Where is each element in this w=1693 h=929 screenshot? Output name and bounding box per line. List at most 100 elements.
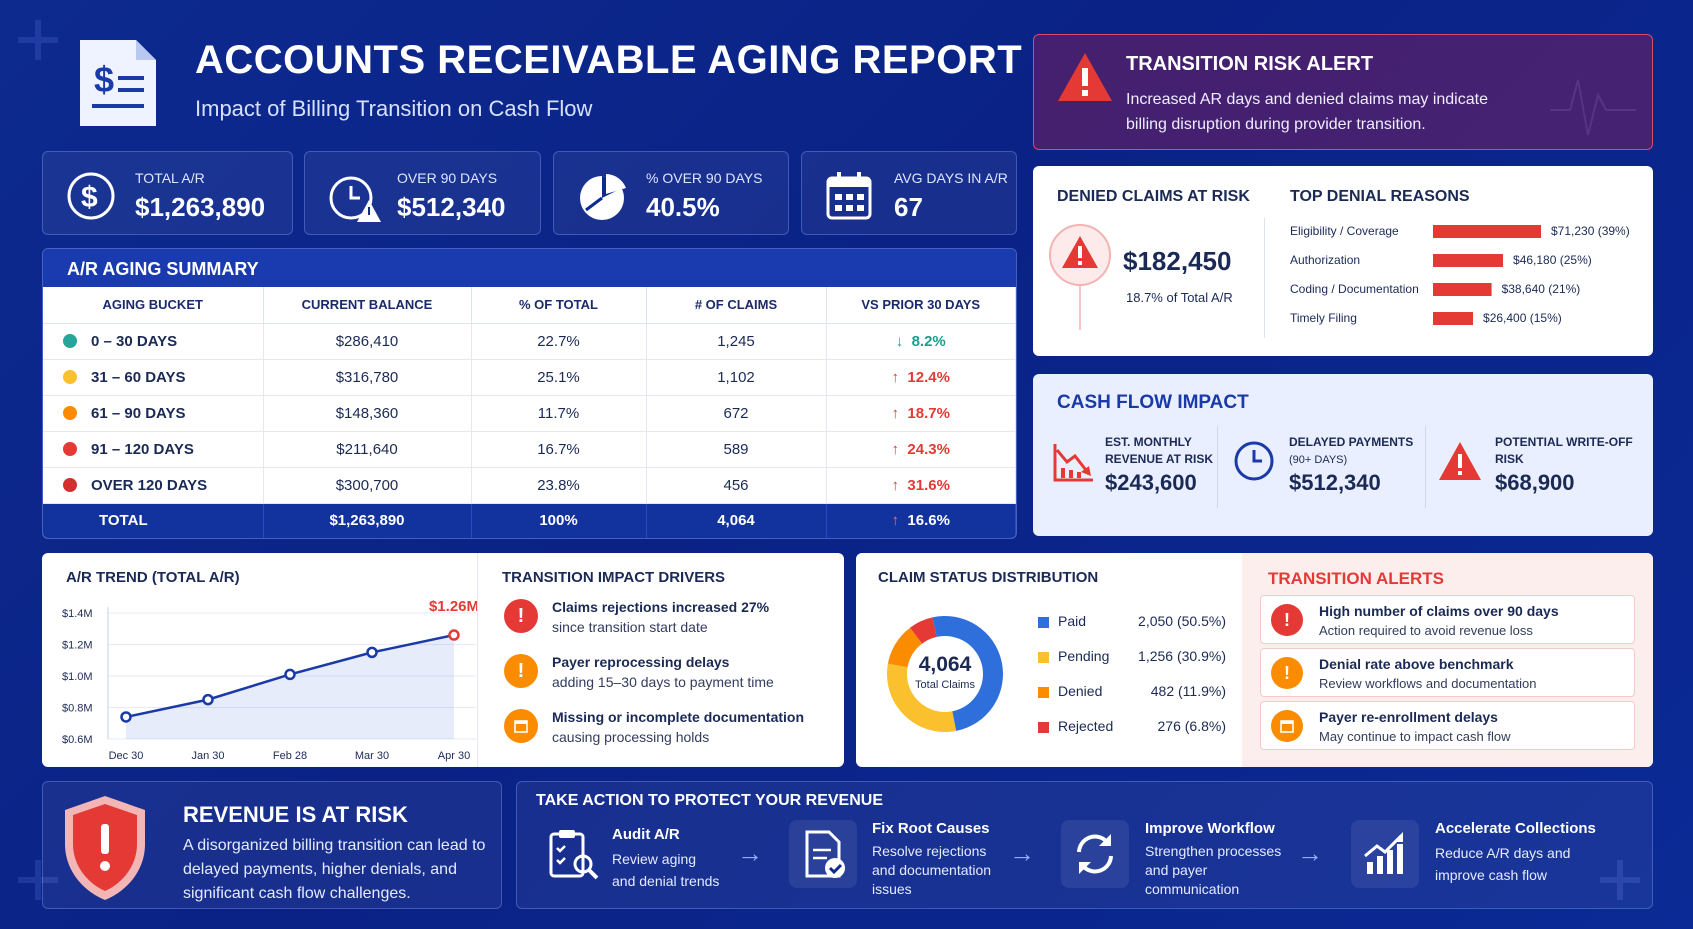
revenue-at-risk-panel: REVENUE IS AT RISK A disorganized billin… xyxy=(42,781,502,909)
aging-title: A/R AGING SUMMARY xyxy=(43,249,1016,287)
bucket-dot xyxy=(63,369,77,384)
bucket-cell: 0 – 30 DAYS xyxy=(43,323,264,360)
change-cell: ↑ 18.7% xyxy=(826,395,1016,432)
driver-sub: since transition start date xyxy=(552,619,708,635)
y-tick-label: $1.2M xyxy=(62,640,93,652)
bar-category: Timely Filing xyxy=(1290,311,1357,325)
page-subtitle: Impact of Billing Transition on Cash Flo… xyxy=(195,96,593,121)
bucket-cell: OVER 120 DAYS xyxy=(43,467,264,504)
legend-swatch xyxy=(1038,617,1049,628)
action-title: Accelerate Collections xyxy=(1435,820,1596,837)
trend-point xyxy=(366,646,378,659)
alert-item: ! High number of claims over 90 days Act… xyxy=(1260,595,1635,644)
claims-cell: 589 xyxy=(646,431,827,468)
column-header: # OF CLAIMS xyxy=(646,287,827,324)
cashflow-value: $243,600 xyxy=(1105,470,1197,495)
arrow-down-icon: ↓ xyxy=(895,332,904,350)
driver-title: Payer reprocessing delays xyxy=(552,654,730,670)
pct-cell: 11.7% xyxy=(471,395,647,432)
cashflow-label: EST. MONTHLY REVENUE AT RISK xyxy=(1105,435,1214,466)
denial-reasons-title: TOP DENIAL REASONS xyxy=(1290,188,1470,205)
alert-item-title: Payer re-enrollment delays xyxy=(1319,709,1498,725)
table-row: 91 – 120 DAYS $211,640 16.7% 589 ↑ 24.3% xyxy=(43,431,1016,468)
bar-category: Coding / Documentation xyxy=(1290,282,1419,296)
alert-message: Increased AR days and denied claims may … xyxy=(1126,91,1488,133)
clock-alert-icon xyxy=(329,176,381,222)
total-row: TOTAL $1,263,890 100% 4,064 ↑ 16.6% xyxy=(43,503,1016,538)
action-title: Fix Root Causes xyxy=(872,820,990,837)
alert-item-sub: Review workflows and documentation xyxy=(1319,676,1537,691)
bar-category: Authorization xyxy=(1290,253,1360,267)
svg-text:$: $ xyxy=(94,59,114,100)
cashflow-value: $68,900 xyxy=(1495,470,1575,495)
bucket-dot xyxy=(63,477,77,492)
arrow-up-icon: ↑ xyxy=(891,368,900,386)
calendar-icon xyxy=(1271,710,1303,742)
balance-cell: $286,410 xyxy=(263,323,472,360)
total-label: TOTAL xyxy=(43,503,264,538)
legend-label: Pending xyxy=(1058,648,1110,664)
legend-swatch xyxy=(1038,652,1049,663)
legend-swatch xyxy=(1038,687,1049,698)
x-tick-label: Feb 28 xyxy=(273,750,307,762)
total-change: ↑ 16.6% xyxy=(826,503,1016,538)
growth-chart-icon xyxy=(1351,820,1419,888)
claim-status-panel: CLAIM STATUS DISTRIBUTION 4,064 Total Cl… xyxy=(856,553,1653,767)
total-balance: $1,263,890 xyxy=(263,503,472,538)
alert-icon: ! xyxy=(1271,657,1303,689)
donut-slice xyxy=(887,663,957,732)
trend-annotation: $1.26M xyxy=(429,598,479,615)
transition-risk-alert: TRANSITION RISK ALERT Increased AR days … xyxy=(1033,34,1653,150)
driver-sub: causing processing holds xyxy=(552,729,710,745)
clock-icon xyxy=(1234,441,1274,481)
calendar-icon xyxy=(826,172,872,220)
bar-label: $26,400 (15%) xyxy=(1483,311,1562,325)
cashflow-value: $512,340 xyxy=(1289,470,1381,495)
clipboard-search-icon xyxy=(549,830,599,880)
alert-item-sub: Action required to avoid revenue loss xyxy=(1319,623,1533,638)
claims-title: CLAIM STATUS DISTRIBUTION xyxy=(878,569,1099,586)
donut-slice xyxy=(887,627,923,668)
action-desc: Strengthen processes and payer communicati… xyxy=(1145,843,1282,897)
refresh-icon xyxy=(1061,820,1129,888)
kpi-label: TOTAL A/R xyxy=(135,170,205,186)
arrow-up-icon: ↑ xyxy=(891,404,900,422)
cash-flow-impact-panel: CASH FLOW IMPACT EST. MONTHLY REVENUE AT … xyxy=(1033,374,1653,536)
table-row: OVER 120 DAYS $300,700 23.8% 456 ↑ 31.6% xyxy=(43,467,1016,504)
balance-cell: $316,780 xyxy=(263,359,472,396)
legend-value: 276 (6.8%) xyxy=(1157,718,1226,734)
trend-title: A/R TREND (TOTAL A/R) xyxy=(66,569,240,586)
cashflow-label: POTENTIAL WRITE-OFF RISK xyxy=(1495,435,1633,466)
claims-cell: 1,102 xyxy=(646,359,827,396)
alert-icon: ! xyxy=(1271,604,1303,636)
pct-cell: 23.8% xyxy=(471,467,647,504)
invoice-dollar-icon: $ xyxy=(80,40,156,126)
aging-summary-table: A/R AGING SUMMARY AGING BUCKET CURRENT B… xyxy=(42,248,1017,539)
action-desc: Review aging and denial trends xyxy=(612,851,720,889)
driver-title: Missing or incomplete documentation xyxy=(552,709,805,725)
balance-cell: $300,700 xyxy=(263,467,472,504)
x-tick-label: Mar 30 xyxy=(355,750,389,762)
y-tick-label: $0.8M xyxy=(62,703,93,715)
action-title: Audit A/R xyxy=(612,826,680,843)
legend-label: Paid xyxy=(1058,613,1087,629)
action-title: Improve Workflow xyxy=(1145,820,1275,837)
bar-category: Eligibility / Coverage xyxy=(1290,224,1399,238)
kpi-label: % OVER 90 DAYS xyxy=(646,170,763,186)
talerts-title: TRANSITION ALERTS xyxy=(1268,569,1444,588)
warning-icon xyxy=(1058,53,1112,101)
bucket-cell: 31 – 60 DAYS xyxy=(43,359,264,396)
table-row: 31 – 60 DAYS $316,780 25.1% 1,102 ↑ 12.4… xyxy=(43,359,1016,396)
bucket-dot xyxy=(63,441,77,456)
bar-label: $46,180 (25%) xyxy=(1513,253,1592,267)
kpi-value: 67 xyxy=(894,192,923,222)
alert-item-title: Denial rate above benchmark xyxy=(1319,656,1514,672)
denial-bar xyxy=(1433,225,1541,238)
dollar-coin-icon: $ xyxy=(67,172,115,220)
legend-value: 482 (11.9%) xyxy=(1150,683,1226,699)
drivers-title: TRANSITION IMPACT DRIVERS xyxy=(502,569,726,586)
balance-cell: $211,640 xyxy=(263,431,472,468)
change-cell: ↓ 8.2% xyxy=(826,323,1016,360)
kpi-avg-days: AVG DAYS IN A/R 67 xyxy=(801,151,1017,235)
